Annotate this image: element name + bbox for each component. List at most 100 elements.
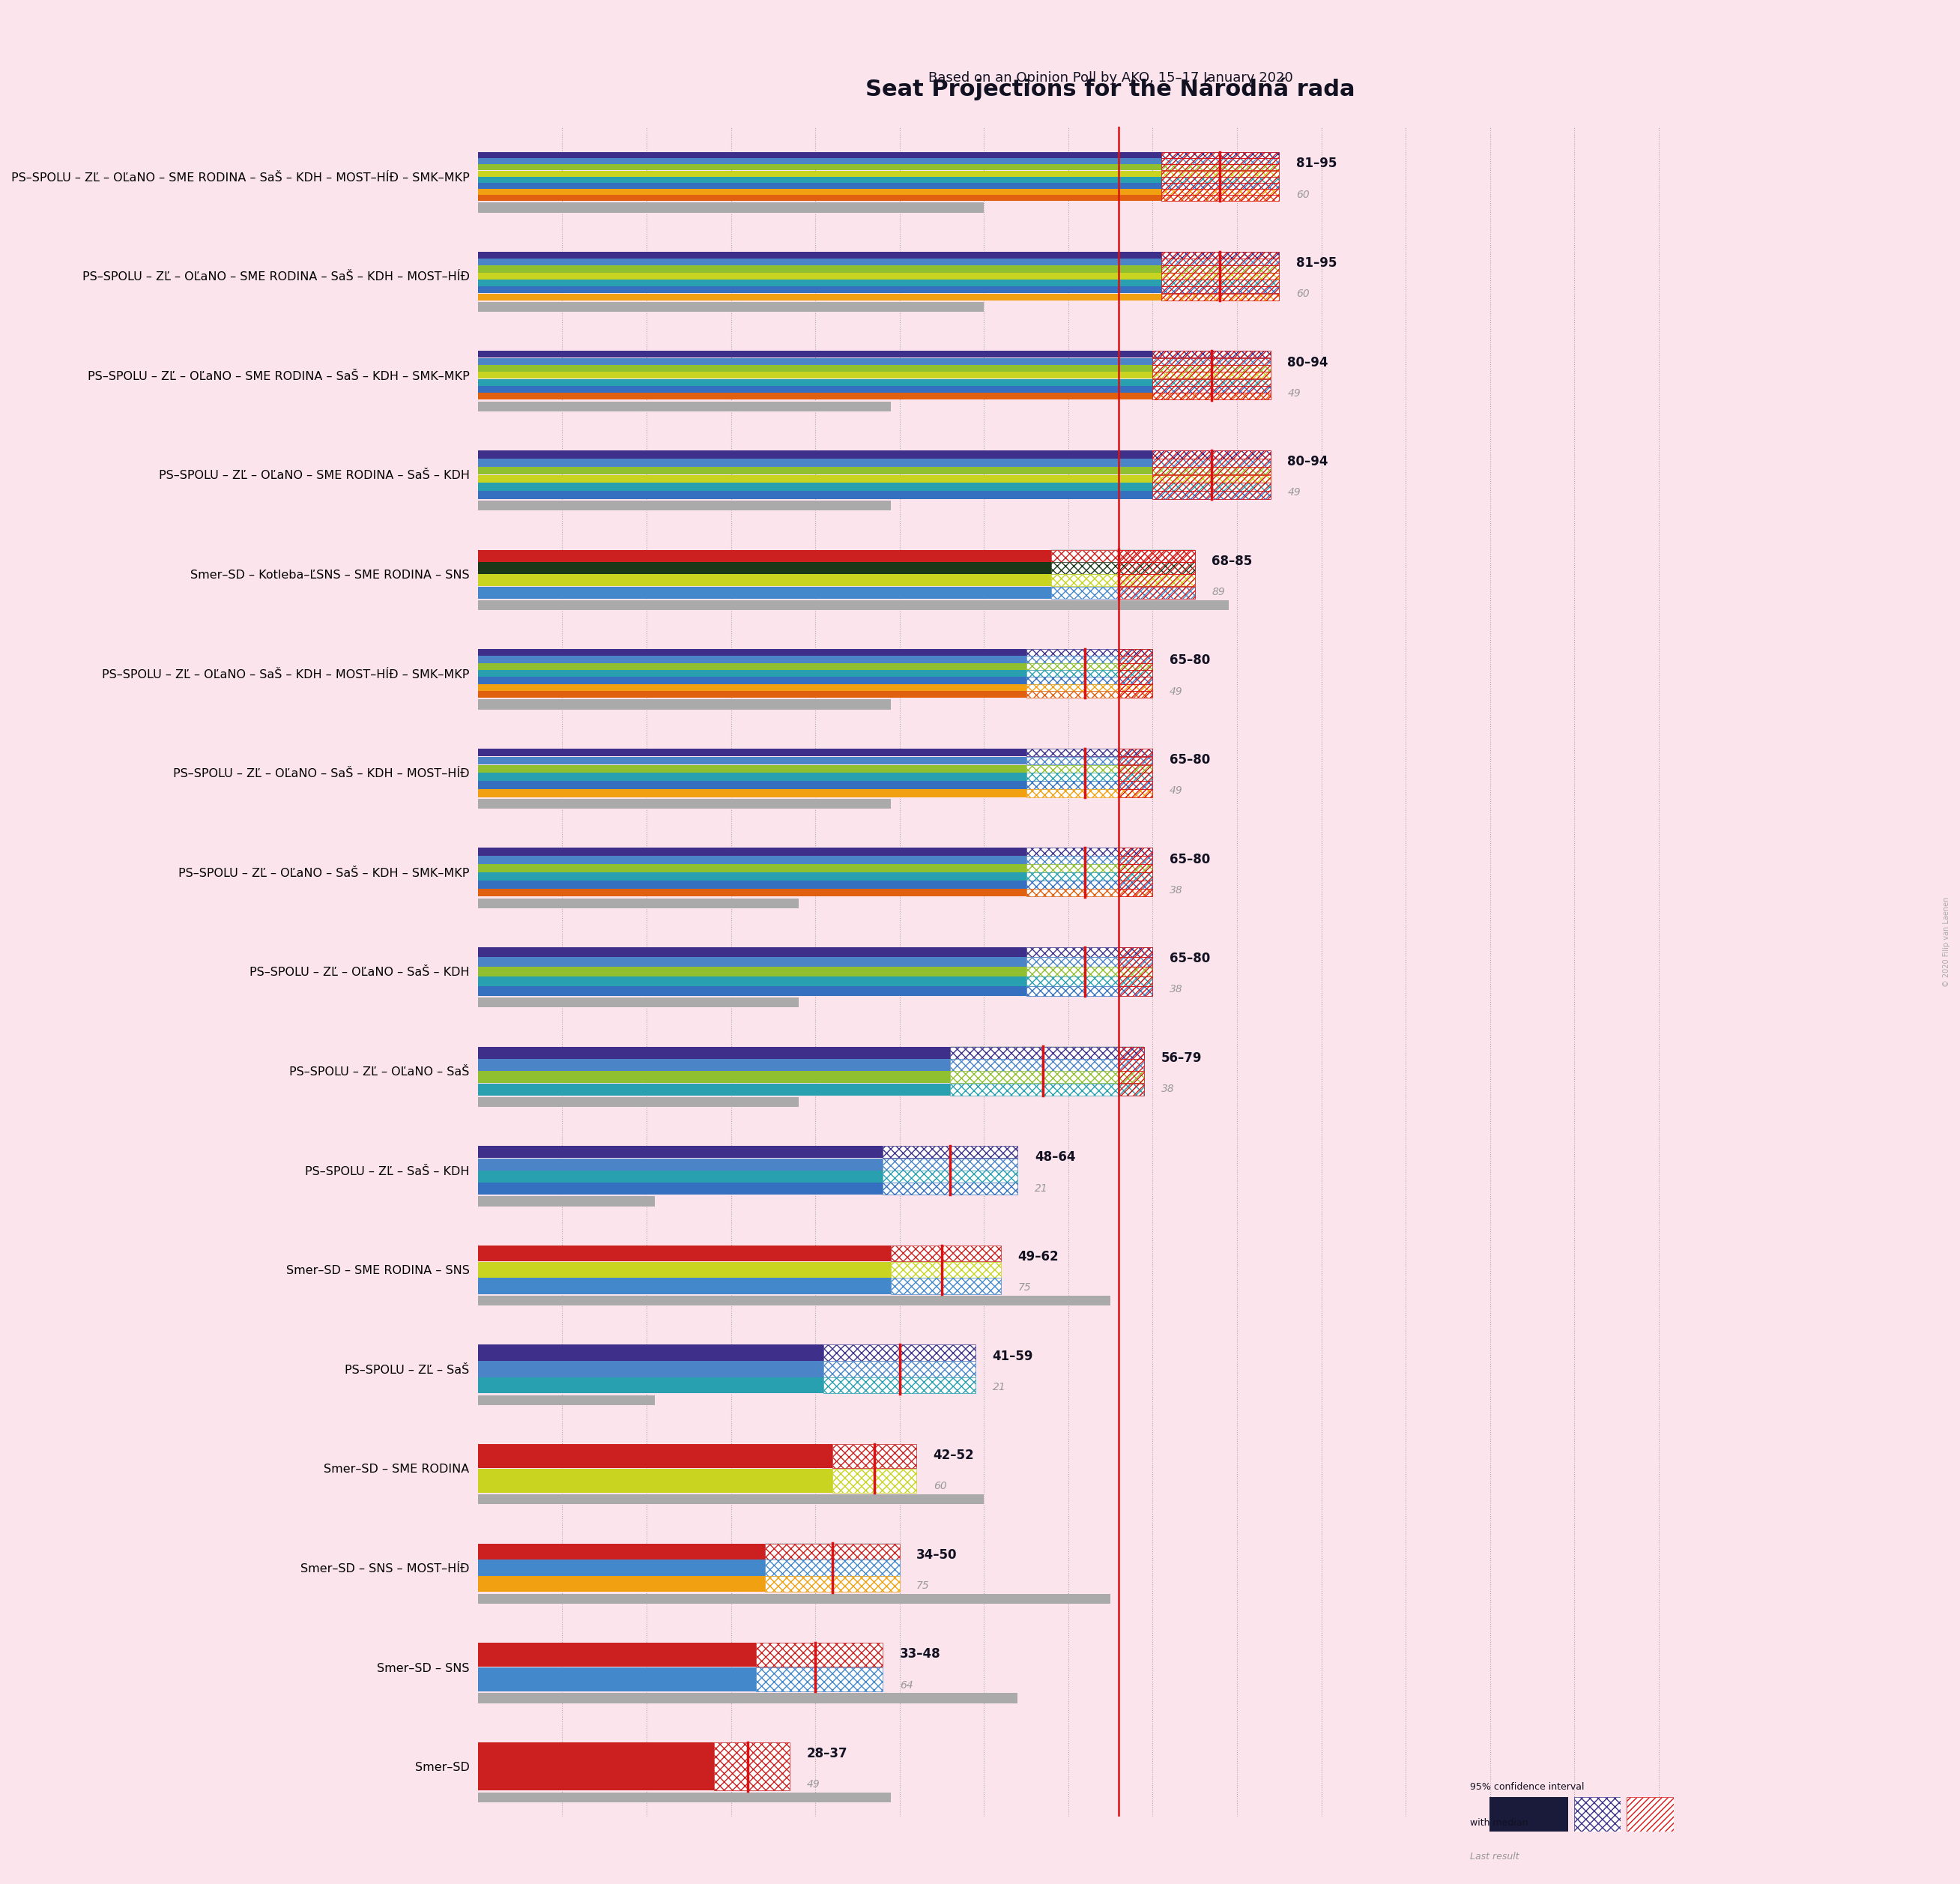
Bar <box>478 379 1152 386</box>
Bar <box>478 1083 951 1095</box>
Bar <box>1027 948 1152 997</box>
Bar <box>1119 671 1152 676</box>
Bar <box>1051 550 1196 599</box>
Text: 38: 38 <box>1170 983 1182 995</box>
Bar <box>1027 948 1152 957</box>
Bar <box>1119 1072 1145 1083</box>
Bar <box>478 684 1027 691</box>
Bar <box>478 691 1027 697</box>
Bar <box>1152 379 1270 386</box>
Bar <box>1027 772 1152 780</box>
Bar <box>1160 294 1280 300</box>
Bar <box>757 1667 882 1692</box>
Bar <box>1160 153 1280 202</box>
Bar <box>1119 957 1152 966</box>
Text: 48–64: 48–64 <box>1035 1151 1076 1164</box>
Bar <box>1152 365 1270 371</box>
Bar <box>1119 586 1196 599</box>
Bar <box>892 1245 1002 1262</box>
Text: with median: with median <box>1470 1818 1529 1827</box>
Bar <box>1119 889 1152 897</box>
Bar <box>1160 294 1280 300</box>
Bar <box>1160 177 1280 183</box>
Bar <box>1027 855 1152 865</box>
Bar <box>478 386 1152 392</box>
Bar <box>1152 467 1270 475</box>
Text: 81–95: 81–95 <box>1296 156 1337 170</box>
Bar <box>478 676 1027 684</box>
Bar <box>478 467 1152 475</box>
Bar <box>764 1543 900 1560</box>
Bar <box>1160 273 1280 279</box>
Text: 33–48: 33–48 <box>900 1647 941 1662</box>
Bar <box>1152 371 1270 379</box>
Bar <box>478 266 1160 273</box>
Bar <box>1027 684 1152 691</box>
Bar <box>478 1072 951 1083</box>
Text: 81–95: 81–95 <box>1296 256 1337 269</box>
Bar <box>1160 279 1280 286</box>
Bar <box>478 1643 757 1667</box>
Bar <box>1160 286 1280 294</box>
Bar <box>1119 966 1152 976</box>
Bar <box>478 1296 1111 1306</box>
Bar <box>1119 550 1196 561</box>
Bar <box>833 1470 917 1492</box>
Bar <box>1027 663 1152 671</box>
Bar <box>882 1145 1017 1194</box>
Bar <box>1160 177 1280 183</box>
Bar <box>478 258 1160 266</box>
Text: 60: 60 <box>933 1481 947 1492</box>
Bar <box>478 1694 1017 1703</box>
Bar <box>1027 748 1152 797</box>
Bar <box>1152 458 1270 467</box>
Bar <box>1152 450 1270 499</box>
Bar <box>1027 691 1152 697</box>
Bar <box>478 966 1027 976</box>
Bar <box>823 1360 976 1377</box>
Bar <box>833 1445 917 1468</box>
Bar <box>1119 789 1152 797</box>
Text: 75: 75 <box>917 1581 929 1590</box>
Bar <box>478 482 1152 492</box>
Bar <box>478 1494 984 1503</box>
Text: 75: 75 <box>1017 1283 1031 1292</box>
Bar <box>478 663 1027 671</box>
Bar <box>478 1345 823 1360</box>
Bar <box>478 171 1160 177</box>
Bar <box>478 872 1027 880</box>
Text: 89: 89 <box>1211 586 1225 597</box>
Bar <box>1152 365 1270 371</box>
Bar <box>1152 482 1270 492</box>
Bar <box>478 889 1027 897</box>
Bar <box>1152 358 1270 365</box>
Bar <box>478 1396 655 1405</box>
Text: 41–59: 41–59 <box>992 1349 1033 1362</box>
Bar <box>478 1159 882 1170</box>
Bar <box>478 450 1152 458</box>
Bar <box>478 1196 655 1206</box>
Bar <box>1027 848 1152 855</box>
Bar <box>478 1667 757 1692</box>
Bar <box>478 772 1027 780</box>
Text: 60: 60 <box>1296 188 1309 200</box>
Bar <box>833 1443 917 1492</box>
Bar <box>478 196 1160 202</box>
Text: 38: 38 <box>1160 1083 1174 1095</box>
Bar <box>1027 976 1152 985</box>
Bar <box>1152 386 1270 392</box>
Bar <box>1152 394 1270 399</box>
Text: 65–80: 65–80 <box>1170 853 1209 867</box>
Bar <box>1027 782 1152 789</box>
Bar <box>478 1470 833 1492</box>
Bar <box>882 1170 1017 1183</box>
Bar <box>1119 865 1152 872</box>
Bar <box>1119 772 1152 780</box>
Bar <box>713 1743 790 1792</box>
Bar <box>1160 286 1280 294</box>
Bar <box>951 1059 1145 1070</box>
Bar <box>1152 394 1270 399</box>
Bar <box>757 1643 882 1692</box>
Bar <box>478 1560 764 1575</box>
Bar <box>478 501 892 511</box>
